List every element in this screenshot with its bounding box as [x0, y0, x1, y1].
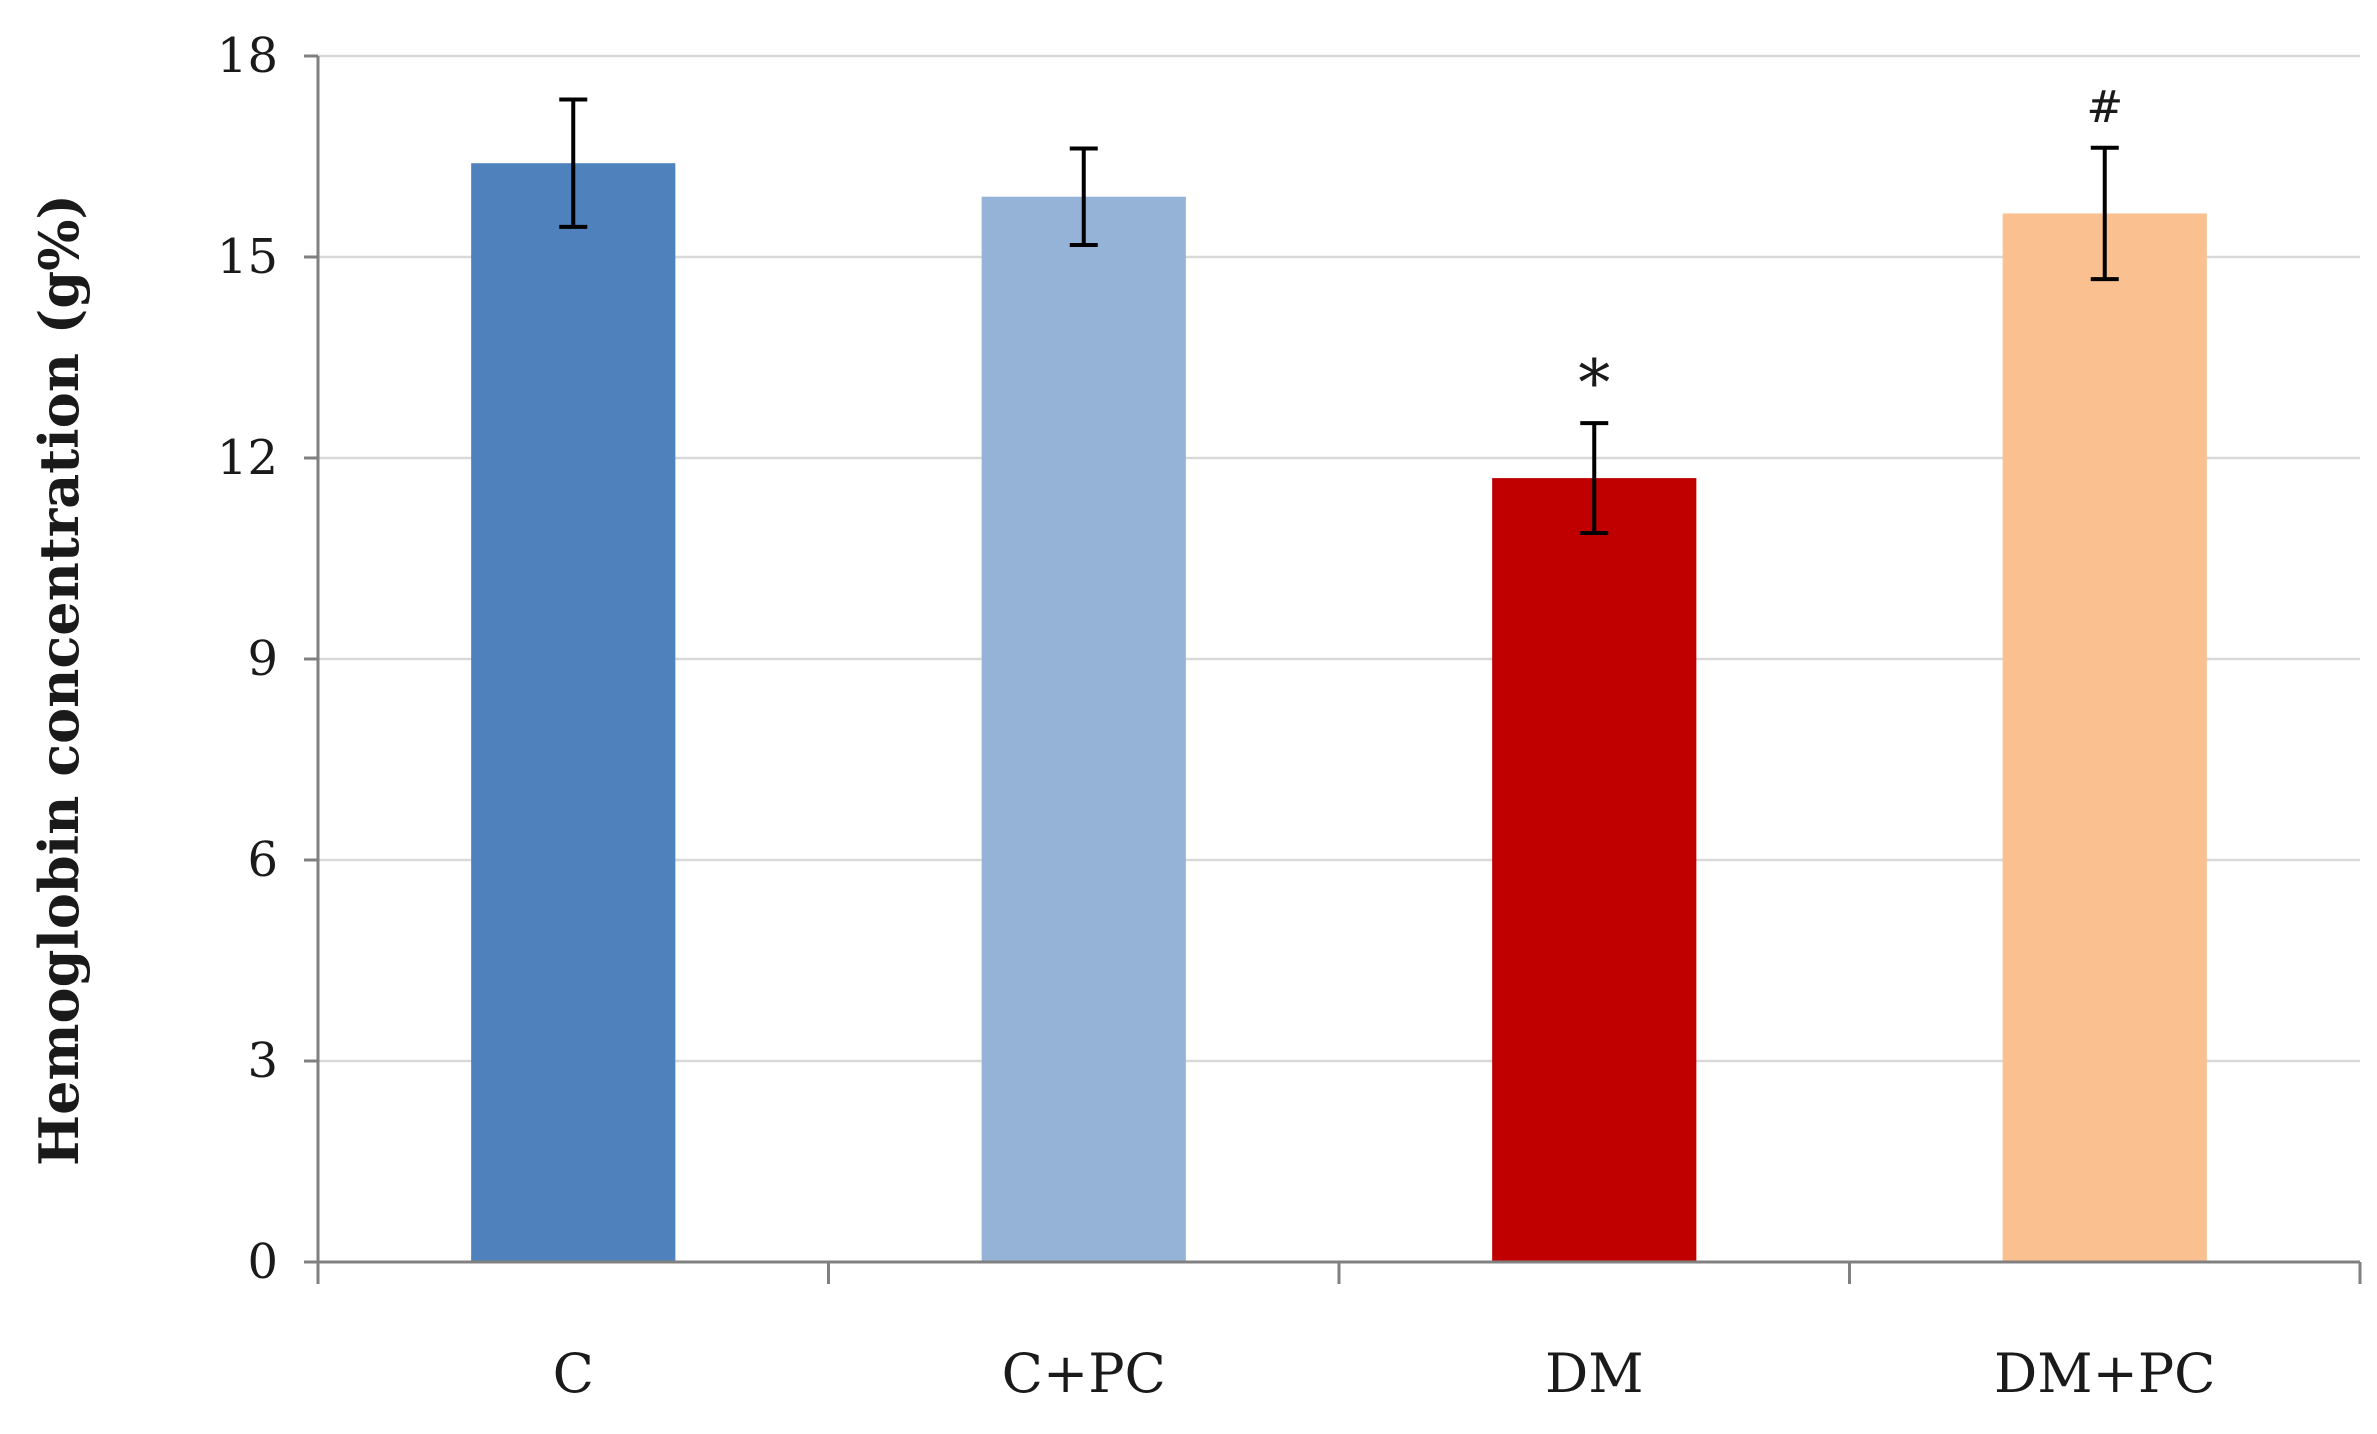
- bars: [471, 97, 2207, 1263]
- y-tick-label: 18: [217, 28, 278, 84]
- bar-dm-plus-pc: [2002, 213, 2207, 1263]
- bar-c-plus-pc: [981, 196, 1186, 1263]
- x-tick-label: C: [553, 1342, 594, 1405]
- x-tick-label: DM: [1545, 1342, 1644, 1405]
- significance-hash: #: [2086, 82, 2123, 133]
- bar-dm: [1492, 478, 1697, 1263]
- x-tick-label: C+PC: [1002, 1342, 1166, 1405]
- y-tick-label: 12: [217, 430, 278, 486]
- significance-star: *: [1578, 347, 1610, 421]
- axes: [304, 54, 2362, 1284]
- y-tick-label: 6: [247, 832, 278, 888]
- bar-c: [471, 163, 676, 1263]
- y-tick-label: 9: [247, 631, 278, 687]
- y-tick-label: 3: [247, 1033, 278, 1089]
- labels: 0 3 6 9 12 15 18 C C+PC * DM # DM+PC: [217, 28, 2216, 1405]
- y-tick-label: 15: [217, 229, 278, 285]
- x-tick-label: DM+PC: [1994, 1342, 2215, 1405]
- y-axis-label: Hemoglobin concentration (g%): [27, 194, 91, 1166]
- y-tick-label: 0: [247, 1234, 278, 1290]
